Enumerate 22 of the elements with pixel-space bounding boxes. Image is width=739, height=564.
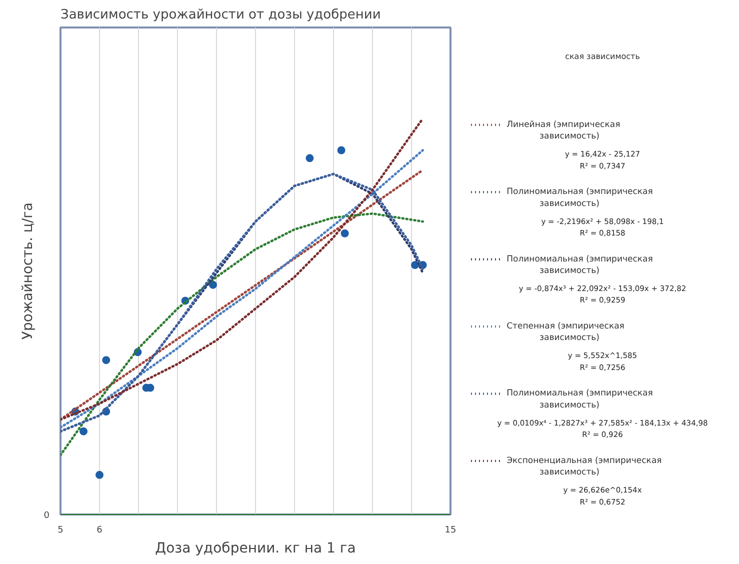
point	[208, 280, 217, 289]
legend-label: Экспоненциальная (эмпирическая зависимость)	[506, 456, 662, 478]
point	[411, 261, 420, 270]
chart-title: Зависимость урожайности от дозы удобрении	[60, 8, 381, 22]
text: 0	[44, 511, 50, 521]
y-axis-title: Урожайность. ц/га	[20, 202, 36, 340]
point	[80, 427, 88, 436]
legend-label: Полиномиальная (эмпирическая зависимость)	[506, 388, 653, 410]
x-tick-label: 5	[58, 526, 64, 536]
x-tick-label: 15	[444, 526, 456, 536]
x-axis-title: Доза удобрении. кг на 1 га	[155, 540, 356, 556]
text: ская зависимость	[565, 52, 640, 62]
legend-label: Полиномиальная (эмпирическая зависимость)	[506, 254, 653, 276]
point	[102, 356, 110, 364]
point	[306, 154, 314, 162]
legend-label: Полиномиальная (эмпирическая зависимость)	[506, 187, 653, 209]
legend-label: Степенная (эмпирическая зависимость)	[506, 322, 624, 344]
x-tick-label: 6	[96, 526, 103, 536]
point	[96, 470, 104, 479]
legend-label: Линейная (эмпирическая зависимость)	[506, 120, 620, 142]
point	[337, 146, 346, 154]
point	[340, 229, 349, 238]
